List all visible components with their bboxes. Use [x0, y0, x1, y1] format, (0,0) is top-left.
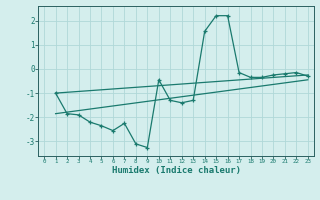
X-axis label: Humidex (Indice chaleur): Humidex (Indice chaleur) — [111, 166, 241, 175]
